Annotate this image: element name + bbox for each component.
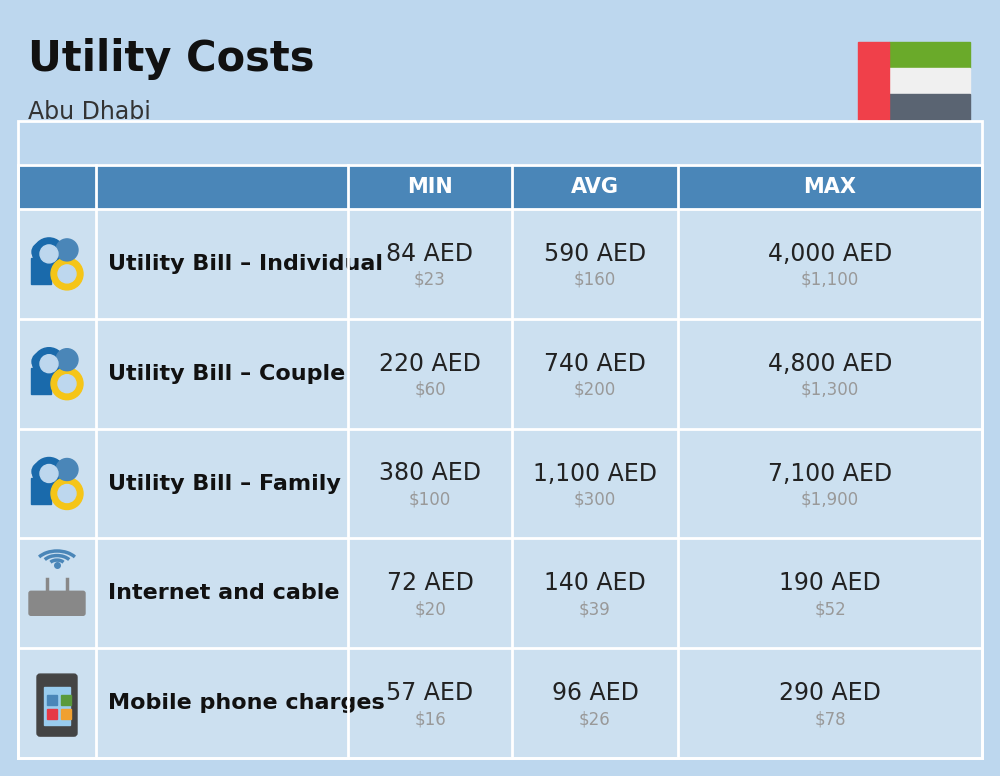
Text: 290 AED: 290 AED	[779, 681, 881, 705]
Text: $16: $16	[414, 710, 446, 728]
Circle shape	[56, 348, 78, 371]
Text: $1,100: $1,100	[801, 271, 859, 289]
Text: 1,100 AED: 1,100 AED	[533, 462, 657, 486]
Text: $300: $300	[574, 490, 616, 508]
Text: 740 AED: 740 AED	[544, 352, 646, 376]
Circle shape	[58, 484, 76, 503]
FancyBboxPatch shape	[29, 591, 85, 615]
Bar	[18, 165, 96, 209]
Text: AVG: AVG	[571, 177, 619, 197]
Bar	[678, 165, 982, 209]
Circle shape	[56, 239, 78, 261]
Circle shape	[40, 355, 58, 372]
Bar	[61, 695, 71, 705]
Text: Utility Bill – Individual: Utility Bill – Individual	[108, 254, 383, 274]
Circle shape	[33, 348, 65, 379]
Bar	[512, 165, 678, 209]
Text: 140 AED: 140 AED	[544, 571, 646, 595]
Text: 96 AED: 96 AED	[552, 681, 638, 705]
Bar	[31, 477, 51, 504]
Bar	[47, 709, 57, 719]
Text: 4,000 AED: 4,000 AED	[768, 242, 892, 266]
Bar	[18, 209, 982, 319]
Text: 220 AED: 220 AED	[379, 352, 481, 376]
Text: 84 AED: 84 AED	[386, 242, 474, 266]
Circle shape	[32, 462, 50, 480]
Text: Utility Bill – Couple: Utility Bill – Couple	[108, 364, 345, 383]
Text: $100: $100	[409, 490, 451, 508]
Bar	[348, 165, 512, 209]
Circle shape	[33, 458, 65, 490]
Bar	[18, 539, 982, 648]
Text: $39: $39	[579, 601, 611, 618]
Circle shape	[32, 243, 50, 261]
Bar	[889, 42, 970, 68]
Text: $1,300: $1,300	[801, 381, 859, 399]
Text: $52: $52	[814, 601, 846, 618]
Bar	[96, 165, 348, 209]
Bar	[889, 68, 970, 94]
Circle shape	[32, 353, 50, 371]
Bar	[18, 121, 982, 758]
Text: 7,100 AED: 7,100 AED	[768, 462, 892, 486]
Bar	[889, 94, 970, 120]
Text: 590 AED: 590 AED	[544, 242, 646, 266]
Bar	[47, 695, 57, 705]
Circle shape	[51, 477, 83, 510]
Circle shape	[33, 238, 65, 270]
Circle shape	[58, 375, 76, 393]
FancyBboxPatch shape	[37, 674, 77, 736]
Text: Abu Dhabi: Abu Dhabi	[28, 100, 151, 124]
Text: $200: $200	[574, 381, 616, 399]
Bar	[31, 368, 51, 393]
Text: $78: $78	[814, 710, 846, 728]
Circle shape	[51, 258, 83, 290]
Text: 4,800 AED: 4,800 AED	[768, 352, 892, 376]
Circle shape	[51, 368, 83, 400]
Text: 380 AED: 380 AED	[379, 462, 481, 486]
Circle shape	[40, 245, 58, 263]
Text: 57 AED: 57 AED	[386, 681, 474, 705]
Bar	[61, 709, 71, 719]
Text: MAX: MAX	[804, 177, 856, 197]
Text: MIN: MIN	[407, 177, 453, 197]
Text: $26: $26	[579, 710, 611, 728]
Bar	[44, 687, 70, 725]
Text: Internet and cable: Internet and cable	[108, 584, 340, 603]
Text: Utility Bill – Family: Utility Bill – Family	[108, 473, 341, 494]
Circle shape	[58, 265, 76, 283]
Text: $1,900: $1,900	[801, 490, 859, 508]
Text: Mobile phone charges: Mobile phone charges	[108, 693, 385, 713]
Circle shape	[56, 459, 78, 480]
Bar	[31, 258, 51, 284]
Bar	[858, 42, 889, 120]
Text: 72 AED: 72 AED	[387, 571, 473, 595]
Circle shape	[40, 465, 58, 483]
Bar	[18, 648, 982, 758]
Text: $20: $20	[414, 601, 446, 618]
Text: 190 AED: 190 AED	[779, 571, 881, 595]
Text: $23: $23	[414, 271, 446, 289]
Text: Utility Costs: Utility Costs	[28, 38, 314, 80]
Bar	[18, 428, 982, 539]
Text: $160: $160	[574, 271, 616, 289]
Bar	[18, 319, 982, 428]
Text: $60: $60	[414, 381, 446, 399]
